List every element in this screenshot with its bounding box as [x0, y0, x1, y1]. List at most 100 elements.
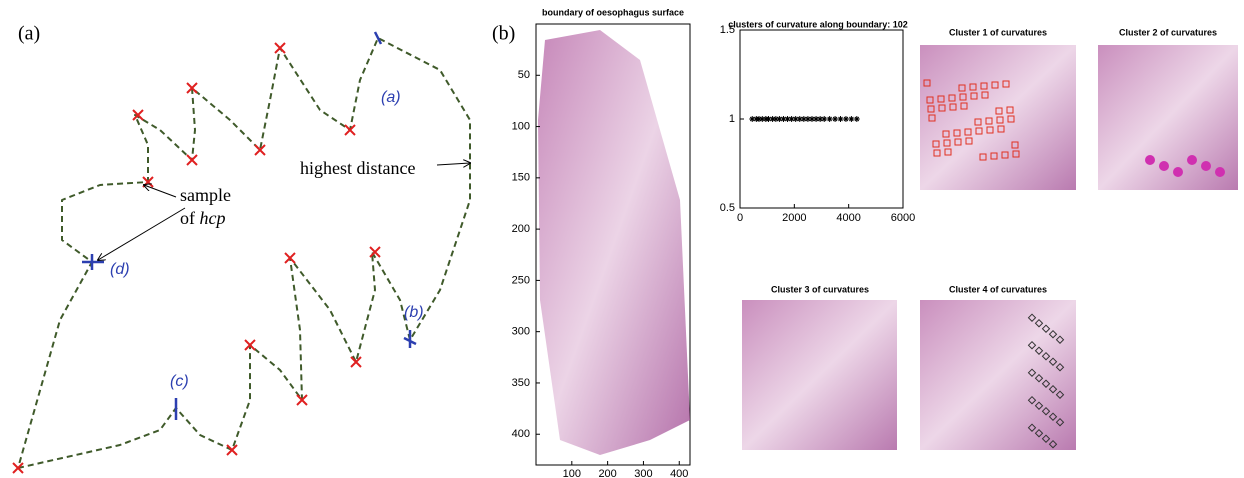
- y-tick-label: 300: [512, 326, 530, 338]
- point: [848, 116, 855, 122]
- point: [772, 116, 779, 122]
- marker: [944, 148, 952, 156]
- marker: [1048, 384, 1058, 394]
- marker: [958, 84, 966, 92]
- panel-label: (b): [492, 23, 515, 45]
- y-tick-label: 100: [512, 120, 530, 132]
- point: [792, 116, 799, 122]
- arrow: [144, 185, 177, 198]
- point: [784, 116, 791, 122]
- marker: [954, 138, 962, 146]
- marker: [933, 149, 941, 157]
- tissue-image: [538, 30, 690, 455]
- x-tick-label: 300: [634, 468, 652, 478]
- marker: [1034, 401, 1044, 410]
- chart-title: clusters of curvature along boundary: 10…: [728, 19, 908, 29]
- marker: [942, 130, 950, 138]
- marker: [1034, 428, 1044, 438]
- point-label: (c): [170, 373, 189, 390]
- marker: [1002, 80, 1010, 88]
- point: [804, 116, 811, 122]
- marker: [959, 93, 967, 101]
- marker: [1027, 395, 1037, 405]
- marker: [997, 125, 1005, 133]
- y-tick-label: 400: [512, 428, 530, 440]
- annotation-part: of: [180, 208, 200, 228]
- point: [780, 116, 787, 122]
- x-tick-label: 4000: [836, 212, 860, 224]
- annotation-part: hcp: [200, 208, 226, 228]
- marker: [1034, 346, 1044, 355]
- point-label: (d): [110, 261, 130, 278]
- y-tick-label: 350: [512, 377, 530, 389]
- cluster-title: Cluster 4 of curvatures: [949, 284, 1047, 294]
- cluster-title: Cluster 2 of curvatures: [1119, 27, 1217, 37]
- annotation: sample: [180, 185, 231, 205]
- marker: [927, 105, 935, 113]
- marker: [949, 103, 957, 111]
- cluster-title: Cluster 3 of curvatures: [771, 284, 869, 294]
- marker: [1145, 155, 1155, 165]
- marker: [1187, 155, 1197, 165]
- point: [749, 116, 756, 122]
- marker: [938, 104, 946, 112]
- marker: [1027, 368, 1037, 377]
- marker: [969, 83, 977, 91]
- marker: [1201, 161, 1211, 171]
- y-tick-label: 0.5: [720, 202, 735, 214]
- point: [826, 116, 833, 122]
- marker: [1159, 161, 1169, 171]
- marker: [990, 152, 998, 160]
- point: [832, 116, 839, 122]
- marker: [953, 129, 961, 137]
- marker: [1011, 141, 1019, 149]
- y-tick-label: 50: [518, 69, 530, 81]
- blue-crosses: [82, 31, 417, 420]
- marker: [1007, 115, 1015, 123]
- marker: [1055, 390, 1065, 399]
- marker: [960, 102, 968, 110]
- x-tick-label: 0: [737, 212, 743, 224]
- contour: [17, 37, 471, 469]
- y-tick-label: 250: [512, 274, 530, 286]
- marker: [1048, 412, 1058, 421]
- marker: [1048, 329, 1058, 339]
- point: [817, 116, 824, 122]
- marker: [1041, 434, 1051, 443]
- x-tick-label: 200: [598, 468, 616, 478]
- marker: [1027, 423, 1037, 432]
- point: [776, 116, 783, 122]
- point-label: (a): [381, 89, 401, 106]
- point-label: (b): [404, 304, 424, 321]
- marker: [965, 137, 973, 145]
- marker: [1034, 318, 1044, 328]
- marker: [1041, 406, 1051, 416]
- x-tick-label: 400: [670, 468, 688, 478]
- x-tick-label: 6000: [891, 212, 915, 224]
- image-title: boundary of oesophagus surface: [542, 7, 684, 17]
- marker: [1048, 357, 1058, 366]
- point: [769, 116, 776, 122]
- marker: [980, 82, 988, 90]
- marker: [1012, 150, 1020, 158]
- marker: [985, 117, 993, 125]
- marker: [937, 95, 945, 103]
- marker: [1055, 335, 1065, 344]
- point: [842, 116, 849, 122]
- point: [765, 116, 772, 122]
- marker: [1041, 379, 1051, 388]
- marker: [974, 118, 982, 126]
- marker: [979, 153, 987, 161]
- marker: [1055, 362, 1065, 372]
- x-tick-label: 100: [563, 468, 581, 478]
- marker: [1173, 167, 1183, 177]
- marker: [928, 114, 936, 122]
- marker: [975, 127, 983, 135]
- cluster-image: [742, 300, 897, 450]
- marker: [926, 96, 934, 104]
- point: [853, 116, 860, 122]
- annotation: of hcp: [180, 208, 226, 228]
- cluster-title: Cluster 1 of curvatures: [949, 27, 1047, 37]
- point: [796, 116, 803, 122]
